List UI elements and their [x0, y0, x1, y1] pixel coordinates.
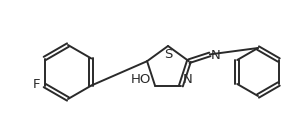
Text: S: S [164, 47, 172, 61]
Text: HO: HO [131, 73, 151, 86]
Text: F: F [33, 78, 40, 91]
Text: N: N [211, 49, 221, 62]
Text: N: N [183, 73, 193, 86]
